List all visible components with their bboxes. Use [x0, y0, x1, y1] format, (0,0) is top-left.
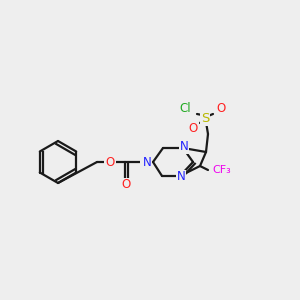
Text: O: O [188, 122, 198, 134]
Text: O: O [216, 103, 226, 116]
Text: O: O [122, 178, 130, 191]
Text: CF₃: CF₃ [213, 165, 231, 175]
Text: S: S [201, 112, 209, 124]
Text: O: O [105, 155, 115, 169]
Text: N: N [177, 170, 185, 184]
Text: N: N [141, 155, 149, 169]
Text: N: N [142, 155, 152, 169]
Text: N: N [180, 140, 188, 154]
Text: Cl: Cl [179, 101, 191, 115]
